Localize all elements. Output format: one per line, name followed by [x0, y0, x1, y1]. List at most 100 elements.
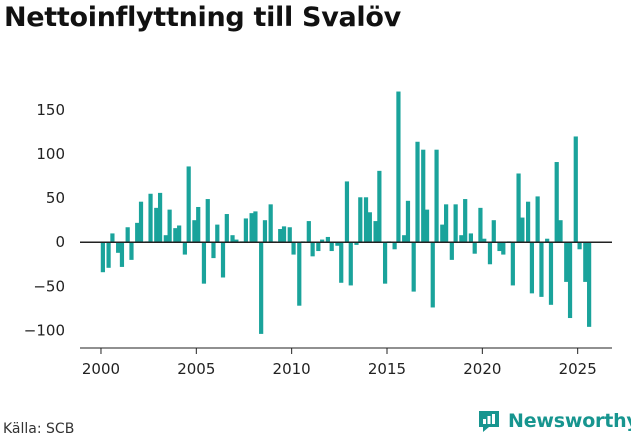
bar-79	[478, 207, 483, 243]
bar-96	[558, 220, 563, 243]
bar-63	[402, 235, 407, 243]
bar-47	[325, 236, 330, 243]
bar-24	[215, 224, 220, 243]
x-tick-label: 2015	[368, 360, 406, 378]
bar-14	[167, 209, 172, 243]
y-tick-label: 100	[36, 145, 65, 163]
bar-48	[329, 242, 334, 252]
bar-20	[196, 206, 201, 243]
bar-94	[548, 242, 554, 305]
bar-1	[106, 242, 111, 268]
bar-90	[529, 242, 535, 294]
bar-11	[154, 207, 159, 243]
bar-83	[497, 242, 502, 252]
bar-44	[310, 242, 315, 257]
bar-3	[116, 242, 121, 253]
bar-15	[173, 228, 178, 243]
x-tick-label: 2020	[463, 360, 501, 378]
bar-26	[224, 214, 229, 243]
bar-6	[129, 242, 134, 260]
bar-33	[259, 242, 264, 334]
bar-19	[192, 220, 197, 243]
bar-41	[297, 242, 302, 306]
bar-71	[440, 224, 445, 243]
bar-30	[243, 218, 248, 243]
bar-7	[135, 222, 140, 243]
bar-80	[482, 238, 487, 243]
bar-57	[373, 221, 378, 243]
bar-87	[516, 173, 521, 243]
bar-22	[205, 199, 210, 243]
bar-92	[539, 242, 544, 297]
bar-98	[567, 242, 573, 319]
bar-70	[434, 149, 439, 243]
bar-84	[501, 242, 506, 255]
bar-13	[163, 235, 168, 243]
x-tick-label: 2010	[273, 360, 311, 378]
bar-95	[554, 162, 559, 243]
bar-50	[339, 242, 344, 283]
bar-45	[316, 242, 321, 252]
bars	[100, 91, 592, 334]
bar-51	[344, 181, 350, 243]
bar-61	[392, 242, 397, 250]
bar-38	[281, 226, 287, 243]
bar-78	[472, 242, 477, 254]
bar-81	[487, 242, 493, 265]
bar-4	[119, 242, 125, 267]
bar-35	[268, 204, 273, 243]
bar-93	[545, 238, 550, 243]
bar-32	[253, 211, 258, 243]
bar-55	[363, 197, 369, 243]
bar-53	[354, 242, 359, 245]
bar-39	[287, 227, 292, 243]
bar-97	[564, 242, 569, 282]
bar-27	[230, 235, 235, 243]
bar-67	[421, 149, 426, 243]
bar-88	[520, 217, 525, 243]
brand-logo[interactable]: Newsworthy	[476, 408, 631, 434]
y-tick-label: 0	[55, 233, 65, 251]
bar-46	[320, 239, 325, 243]
y-tick-label: −100	[24, 321, 65, 339]
bar-59	[382, 242, 388, 284]
bar-64	[405, 200, 411, 243]
bar-37	[278, 229, 283, 243]
bar-43	[306, 221, 311, 243]
bar-25	[220, 242, 226, 278]
bar-16	[177, 225, 182, 243]
bar-100	[577, 242, 582, 250]
bar-74	[453, 204, 458, 243]
bar-89	[526, 201, 531, 243]
y-axis-ticks: 150 100 50 0 −50 −100	[24, 101, 65, 339]
bar-102	[587, 242, 592, 327]
brand-name: Newsworthy	[508, 410, 631, 432]
x-tick-label: 2025	[559, 360, 597, 378]
chart-title: Nettoinflyttning till Svalöv	[4, 2, 401, 33]
bar-101	[583, 242, 588, 282]
bar-73	[449, 242, 454, 260]
bar-66	[415, 141, 420, 243]
bar-8	[138, 201, 144, 243]
y-tick-label: 150	[36, 101, 65, 119]
bar-17	[182, 242, 187, 255]
bar-68	[424, 209, 430, 243]
bar-76	[463, 199, 468, 243]
x-axis: 2000 2005 2010 2015 2020 2025	[80, 347, 612, 378]
bar-52	[348, 242, 353, 286]
bar-75	[459, 235, 464, 243]
y-tick-label: 50	[46, 189, 65, 207]
bar-82	[491, 220, 496, 243]
bar-72	[444, 204, 449, 243]
bar-69	[430, 242, 435, 308]
bar-91	[535, 196, 540, 243]
bar-0	[100, 242, 105, 273]
bar-49	[335, 242, 340, 246]
bar-23	[211, 242, 216, 259]
bar-31	[249, 213, 254, 243]
bar-28	[234, 239, 239, 243]
bar-12	[157, 192, 163, 243]
bar-21	[201, 242, 207, 284]
bar-65	[411, 242, 416, 292]
